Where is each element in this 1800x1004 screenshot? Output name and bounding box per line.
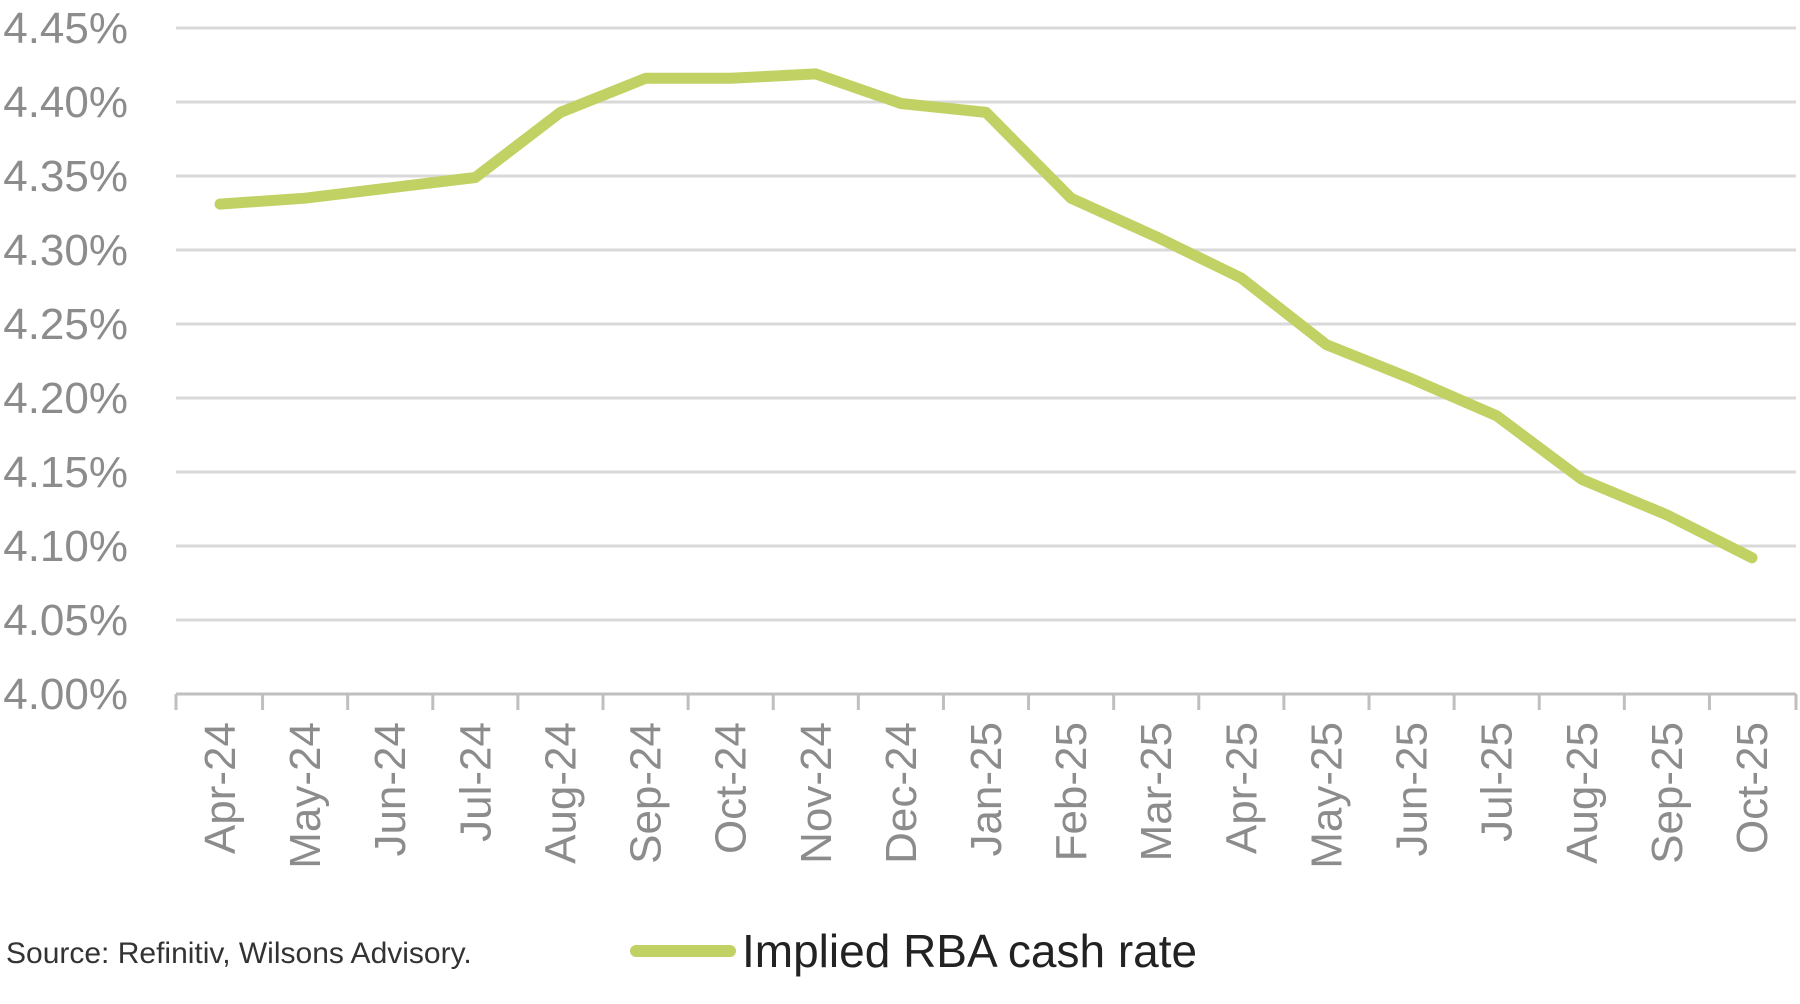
x-tick-label: Jun-24 [366, 722, 415, 857]
x-tick-label: Feb-25 [1047, 722, 1096, 861]
y-tick-label: 4.40% [3, 78, 128, 127]
series-layer [214, 68, 1758, 564]
y-tick-label: 4.30% [3, 226, 128, 275]
y-axis: 4.00% 4.05% 4.10% 4.15% 4.20% 4.25% 4.30% 4.35%… [3, 4, 128, 719]
x-axis: Apr-24 May-24 Jun-24 Jul-24 Aug-24 Sep-24 Oct-… [174, 692, 1798, 869]
x-tick-label: Jul-24 [451, 722, 500, 842]
x-tick-label: Sep-25 [1643, 722, 1692, 864]
legend: Implied RBA cash rate [630, 924, 1197, 978]
x-tick-label: Jul-25 [1473, 722, 1522, 842]
y-tick-label: 4.10% [3, 522, 128, 571]
x-tick-label: Jan-25 [962, 722, 1011, 857]
x-tick-label: Apr-25 [1217, 722, 1266, 854]
x-tick-label: May-24 [281, 722, 330, 869]
y-tick-label: 4.35% [3, 152, 128, 201]
x-tick-label: Aug-25 [1558, 722, 1607, 864]
x-tick-label: Jun-25 [1388, 722, 1437, 857]
x-tick-label: May-25 [1302, 722, 1351, 869]
y-tick-label: 4.20% [3, 374, 128, 423]
x-tick-label: Apr-24 [196, 722, 245, 854]
y-tick-label: 4.25% [3, 300, 128, 349]
x-tick-label: Nov-24 [792, 722, 841, 864]
y-tick-label: 4.45% [3, 4, 128, 53]
y-tick-label: 4.00% [3, 670, 128, 719]
x-tick-label: Oct-24 [707, 722, 756, 854]
y-tick-label: 4.15% [3, 448, 128, 497]
legend-swatch-line [630, 945, 736, 957]
source-note: Source: Refinitiv, Wilsons Advisory. [6, 937, 472, 970]
x-tick-label: Dec-24 [877, 722, 926, 864]
x-tick-label: Sep-24 [622, 722, 671, 864]
x-tick-label: Mar-25 [1132, 722, 1181, 861]
y-tick-label: 4.05% [3, 596, 128, 645]
legend-label: Implied RBA cash rate [742, 925, 1198, 977]
x-tick-label: Aug-24 [536, 722, 585, 864]
x-tick-label: Oct-25 [1728, 722, 1777, 854]
series-line [214, 68, 1758, 564]
